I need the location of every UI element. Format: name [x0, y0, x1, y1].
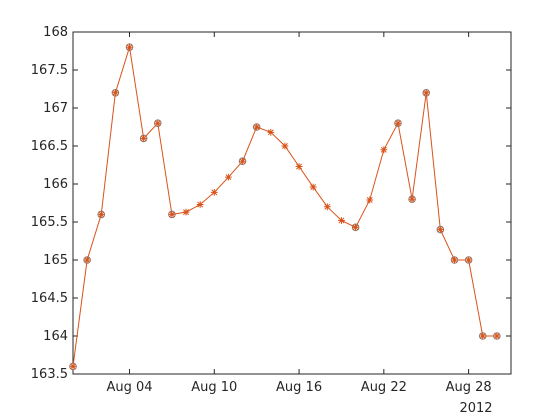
measured-data-point [111, 89, 120, 97]
asterisk-marker [323, 203, 331, 211]
y-tick-label: 164.5 [31, 291, 68, 306]
axes [72, 31, 512, 375]
asterisk-marker [394, 119, 402, 127]
asterisk-marker [493, 332, 501, 340]
x-tick-label: Aug 16 [276, 380, 322, 395]
asterisk-marker [267, 128, 275, 136]
x-tick-label: Aug 28 [446, 380, 492, 395]
y-tick-label: 165 [43, 253, 68, 268]
asterisk-marker [83, 256, 91, 264]
asterisk-marker [281, 142, 289, 150]
measured-data-point [422, 89, 431, 97]
asterisk-marker [380, 146, 388, 154]
asterisk-marker [69, 363, 77, 370]
measured-data-point [252, 123, 261, 131]
asterisk-marker [366, 196, 374, 204]
asterisk-marker [168, 211, 176, 218]
asterisk-marker [338, 217, 345, 224]
interpolated-data-point [309, 183, 317, 191]
x-tick-label: Aug 22 [361, 380, 407, 395]
y-tick-label: 166.5 [31, 139, 68, 154]
measured-data-point [436, 225, 445, 234]
measured-data-point [238, 157, 247, 165]
measured-data-point [69, 362, 77, 371]
measured-data-point [168, 210, 176, 219]
measured-data-point [97, 210, 106, 219]
asterisk-marker [126, 43, 133, 51]
plot-frame [72, 31, 512, 375]
measured-data-point [394, 119, 402, 127]
x-axis-year-label: 2012 [459, 401, 492, 416]
interpolated-data-point [210, 188, 218, 196]
series-line-layer [72, 47, 497, 367]
measured-data-point [153, 119, 162, 127]
interpolated-data-point [366, 196, 374, 204]
asterisk-marker [253, 123, 261, 131]
measured-data-point [351, 223, 360, 232]
asterisk-marker [239, 157, 246, 165]
interpolated-data-point [323, 203, 331, 211]
asterisk-marker [154, 119, 162, 127]
measured-data-point [464, 256, 473, 264]
asterisk-marker [111, 89, 119, 97]
asterisk-marker [97, 211, 105, 218]
measured-data-point [450, 256, 459, 264]
y-tick-label: 168 [43, 25, 68, 40]
y-tick-label: 163.5 [31, 367, 68, 382]
asterisk-marker [210, 188, 218, 196]
asterisk-marker [140, 135, 148, 142]
asterisk-marker [295, 163, 303, 170]
interpolated-data-point [380, 146, 388, 154]
asterisk-marker [436, 226, 444, 233]
x-tick-label: Aug 10 [191, 380, 237, 395]
series-line [72, 47, 497, 367]
measured-data-point [478, 332, 487, 340]
tick-label-layer: 163.5 164 164.5 165 165.5 166 166.5 167 167.5 168… [31, 25, 493, 416]
interpolated-data-point [295, 163, 303, 170]
asterisk-marker [352, 223, 359, 231]
interpolated-data-point [196, 201, 204, 208]
asterisk-marker [309, 183, 317, 191]
interpolated-data-point [267, 128, 275, 136]
asterisk-marker [182, 208, 190, 216]
asterisk-marker [408, 195, 416, 203]
asterisk-marker [451, 256, 458, 264]
interpolated-data-point [338, 217, 345, 224]
measured-data-point [139, 134, 148, 143]
asterisk-marker [196, 201, 204, 208]
interpolated-data-point [182, 208, 190, 216]
asterisk-marker [479, 332, 487, 340]
marker-layer [69, 43, 501, 371]
y-tick-label: 167 [43, 101, 68, 116]
measured-data-point [125, 43, 134, 52]
x-tick-label: Aug 04 [106, 380, 152, 395]
measured-data-point [83, 256, 91, 264]
y-tick-label: 166 [43, 177, 68, 192]
interpolated-data-point [281, 142, 289, 150]
asterisk-marker [465, 256, 473, 264]
measured-data-point [408, 195, 416, 203]
y-tick-label: 164 [43, 329, 68, 344]
y-tick-label: 165.5 [31, 215, 68, 230]
asterisk-marker [225, 173, 232, 181]
y-tick-label: 167.5 [31, 63, 68, 78]
measured-data-point [493, 332, 501, 340]
interpolated-data-point [225, 173, 232, 181]
asterisk-marker [422, 89, 430, 97]
